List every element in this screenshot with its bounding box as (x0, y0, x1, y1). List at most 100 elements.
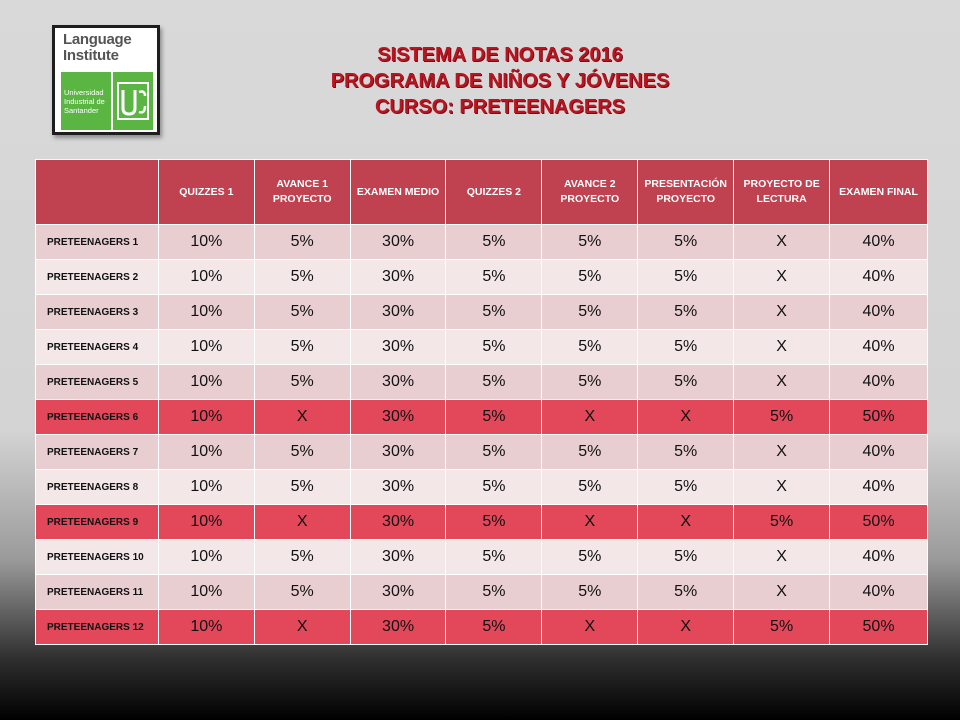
grade-cell: 5% (445, 574, 543, 610)
grade-cell: X (541, 609, 639, 645)
grade-cell: 5% (445, 294, 543, 330)
row-label: PRETEENAGERS 8 (35, 469, 159, 505)
grade-cell: 30% (349, 434, 447, 470)
grade-cell: 5% (253, 469, 351, 505)
grade-cell: X (253, 609, 351, 645)
grade-cell: 5% (445, 329, 543, 365)
logo-title: Language Institute (63, 32, 159, 64)
grade-cell: 40% (829, 329, 928, 365)
logo-university-name: Universidad Industrial de Santander (64, 88, 105, 115)
grades-table: QUIZZES 1 AVANCE 1 PROYECTO EXAMEN MEDIO QU… (35, 159, 928, 645)
column-header: PRESENTACIÓN PROYECTO (637, 159, 735, 225)
grade-cell: 30% (349, 294, 447, 330)
grade-cell: 5% (637, 329, 735, 365)
grade-cell: 5% (445, 224, 543, 260)
grade-cell: 5% (637, 434, 735, 470)
grade-cell: 5% (445, 259, 543, 295)
grade-cell: 5% (253, 539, 351, 575)
grade-cell: 30% (349, 504, 447, 540)
grade-cell: 5% (733, 399, 831, 435)
grade-cell: 30% (349, 609, 447, 645)
grade-cell: 5% (637, 259, 735, 295)
grade-cell: X (253, 504, 351, 540)
grade-cell: 10% (157, 329, 255, 365)
grade-cell: 30% (349, 364, 447, 400)
grade-cell: 5% (637, 539, 735, 575)
grade-cell: 5% (445, 539, 543, 575)
grade-cell: 10% (157, 259, 255, 295)
grade-cell: X (541, 504, 639, 540)
grade-cell: 30% (349, 224, 447, 260)
grade-cell: 40% (829, 294, 928, 330)
grade-cell: X (733, 539, 831, 575)
row-label: PRETEENAGERS 6 (35, 399, 159, 435)
table-row: PRETEENAGERS 3 10% 5% 30% 5% 5% 5% X 40% (35, 294, 928, 330)
grade-cell: 10% (157, 469, 255, 505)
grade-cell: 50% (829, 504, 928, 540)
grade-cell: 5% (445, 364, 543, 400)
table-row: PRETEENAGERS 9 10% X 30% 5% X X 5% 50% (35, 504, 928, 540)
grade-cell: 5% (637, 224, 735, 260)
grade-cell: 40% (829, 574, 928, 610)
grade-cell: 5% (541, 224, 639, 260)
grade-cell: 5% (733, 504, 831, 540)
title-line-1: SISTEMA DE NOTAS 2016 (377, 44, 623, 66)
grade-cell: 5% (253, 329, 351, 365)
grade-cell: 30% (349, 399, 447, 435)
row-label: PRETEENAGERS 10 (35, 539, 159, 575)
grade-cell: 40% (829, 434, 928, 470)
table-row: PRETEENAGERS 8 10% 5% 30% 5% 5% 5% X 40% (35, 469, 928, 505)
column-header: EXAMEN MEDIO (349, 159, 447, 225)
grade-cell: 5% (253, 294, 351, 330)
grade-cell: 30% (349, 574, 447, 610)
uis-seal-icon (113, 72, 153, 130)
table-row: PRETEENAGERS 1 10% 5% 30% 5% 5% 5% X 40% (35, 224, 928, 260)
grade-cell: 5% (541, 294, 639, 330)
row-label: PRETEENAGERS 5 (35, 364, 159, 400)
table-body: PRETEENAGERS 1 10% 5% 30% 5% 5% 5% X 40% PRETEENA… (35, 224, 928, 645)
grade-cell: X (253, 399, 351, 435)
table-row: PRETEENAGERS 6 10% X 30% 5% X X 5% 50% (35, 399, 928, 435)
grade-cell: 5% (253, 364, 351, 400)
grade-cell: 5% (445, 434, 543, 470)
row-label: PRETEENAGERS 4 (35, 329, 159, 365)
grade-cell: X (733, 259, 831, 295)
grade-cell: 10% (157, 224, 255, 260)
column-header: AVANCE 2 PROYECTO (541, 159, 639, 225)
grade-cell: 50% (829, 609, 928, 645)
grade-cell: X (733, 434, 831, 470)
grade-cell: 5% (253, 224, 351, 260)
grade-cell: 5% (541, 364, 639, 400)
grade-cell: 5% (253, 259, 351, 295)
language-institute-logo: Language Institute Universidad Industria… (52, 25, 160, 135)
row-label: PRETEENAGERS 1 (35, 224, 159, 260)
title-line-2: PROGRAMA DE NIÑOS Y JÓVENES (330, 70, 670, 92)
grade-cell: 40% (829, 364, 928, 400)
grade-cell: 5% (541, 329, 639, 365)
table-header-row: QUIZZES 1 AVANCE 1 PROYECTO EXAMEN MEDIO QU… (35, 159, 928, 225)
table-row: PRETEENAGERS 2 10% 5% 30% 5% 5% 5% X 40% (35, 259, 928, 295)
grade-cell: X (637, 609, 735, 645)
grade-cell: 5% (445, 504, 543, 540)
grade-cell: 10% (157, 504, 255, 540)
header-corner (35, 159, 159, 225)
grade-cell: 30% (349, 329, 447, 365)
grade-cell: 10% (157, 399, 255, 435)
page-title: SISTEMA DE NOTAS 2016 PROGRAMA DE NIÑOS … (180, 42, 820, 120)
column-header: AVANCE 1 PROYECTO (253, 159, 351, 225)
row-label: PRETEENAGERS 12 (35, 609, 159, 645)
grade-cell: 5% (541, 259, 639, 295)
table-row: PRETEENAGERS 7 10% 5% 30% 5% 5% 5% X 40% (35, 434, 928, 470)
column-header: EXAMEN FINAL (829, 159, 928, 225)
grade-cell: 40% (829, 224, 928, 260)
grade-cell: 10% (157, 609, 255, 645)
grade-cell: 40% (829, 469, 928, 505)
grade-cell: 10% (157, 574, 255, 610)
title-line-3: CURSO: PRETEENAGERS (374, 96, 626, 118)
grade-cell: 5% (637, 574, 735, 610)
grade-cell: 40% (829, 259, 928, 295)
grade-cell: 10% (157, 364, 255, 400)
grade-cell: 30% (349, 469, 447, 505)
grade-cell: X (637, 399, 735, 435)
grade-cell: 10% (157, 539, 255, 575)
